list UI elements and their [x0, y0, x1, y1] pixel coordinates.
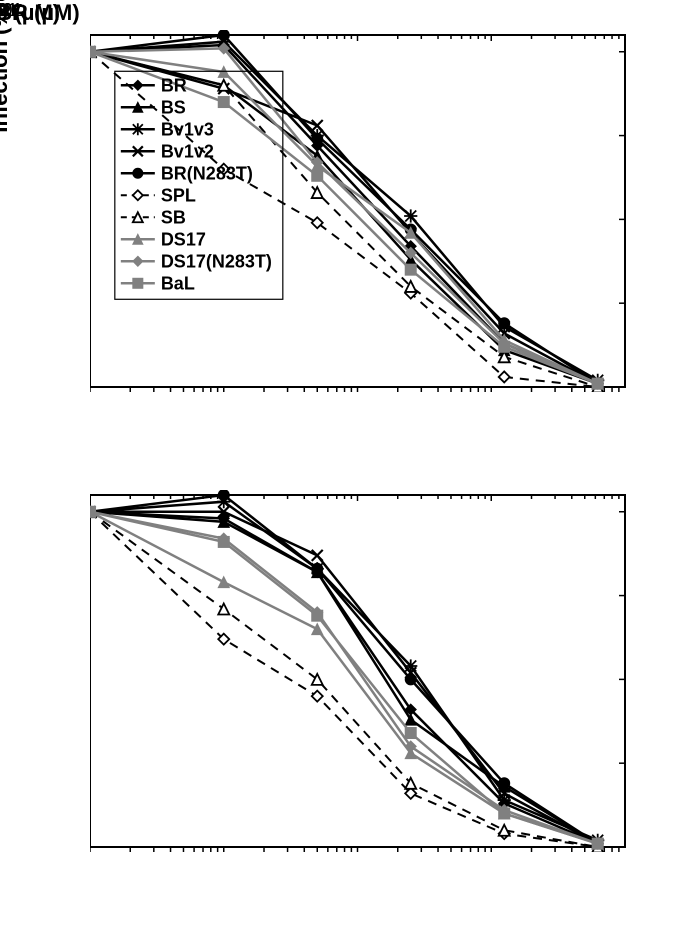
marker-BR_N283T	[499, 778, 510, 789]
legend-label-BR_N283T: BR(N283T)	[161, 163, 253, 183]
marker-BR_N283T	[499, 318, 510, 329]
marker-BR_N283T	[218, 490, 229, 501]
series-BR_N283T	[90, 495, 598, 844]
marker-DS17	[312, 624, 323, 635]
marker-BaL	[218, 536, 229, 547]
marker-BR_N283T	[218, 30, 229, 41]
marker-SPL	[312, 691, 323, 702]
chart-t1249-br	[90, 490, 630, 852]
marker-DS17	[218, 577, 229, 588]
marker-BaL	[592, 378, 603, 389]
marker-BaL	[218, 97, 229, 108]
legend-label-DS17: DS17	[161, 229, 206, 249]
legend-label-DS17_N283T: DS17(N283T)	[161, 251, 272, 271]
marker-Bv1v3	[404, 209, 417, 222]
marker-BaL	[312, 610, 323, 621]
marker-Bv1v2	[312, 550, 323, 561]
marker-BaL	[499, 341, 510, 352]
legend-label-BaL: BaL	[161, 273, 195, 293]
marker-BR_N283T	[405, 674, 416, 685]
marker-BaL	[592, 838, 603, 849]
legend-label-SB: SB	[161, 207, 186, 227]
legend-label-BS: BS	[161, 97, 186, 117]
legend-label-BR: BR	[161, 75, 187, 95]
legend-label-SPL: SPL	[161, 185, 196, 205]
marker-SPL	[499, 371, 510, 382]
marker-BaL	[405, 264, 416, 275]
chart-t1249: BRBSBv1v3Bv1v2BR(N283T)SPLSBDS17DS17(N28…	[90, 30, 630, 392]
marker-BaL	[499, 808, 510, 819]
x-axis-title: T-1249-BR (µM)	[0, 0, 80, 26]
marker-BaL	[312, 170, 323, 181]
legend-label-Bv1v3: Bv1v3	[161, 119, 214, 139]
marker-BaL	[405, 728, 416, 739]
marker-SB	[218, 603, 229, 614]
marker-BaL	[90, 46, 96, 57]
legend-label-Bv1v2: Bv1v2	[161, 141, 214, 161]
marker-BR_N283T	[312, 133, 323, 144]
marker-BR_N283T	[312, 563, 323, 574]
marker-BaL	[90, 506, 96, 517]
